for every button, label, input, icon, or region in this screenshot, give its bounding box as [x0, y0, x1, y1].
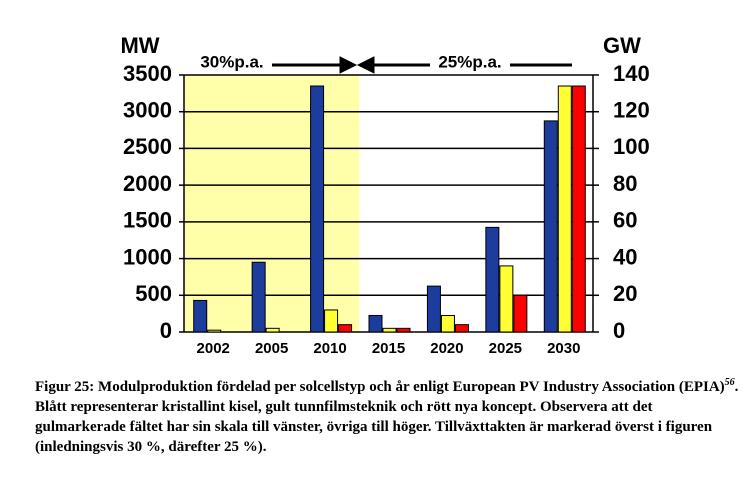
bar: [499, 265, 514, 333]
bar: [265, 327, 280, 333]
x-tick-label: 2002: [197, 340, 230, 357]
y2-axis-title: GW: [603, 33, 641, 58]
caption: Figur 25: Modulproduktion fördelad per s…: [35, 377, 745, 457]
y-tick-label: 1500: [123, 208, 172, 233]
y2-tick-label: 40: [613, 244, 637, 269]
y2-tick-label: 80: [613, 171, 637, 196]
y2-tick-label: 60: [613, 208, 637, 233]
y-tick-label: 3000: [123, 98, 172, 123]
y-tick-label: 2000: [123, 171, 172, 196]
bar: [557, 85, 572, 333]
bar: [454, 324, 469, 333]
y-tick-label: 3500: [123, 61, 172, 86]
x-tick-label: 2025: [489, 340, 522, 357]
y-axis-title: MW: [120, 33, 159, 58]
x-tick-label: 2005: [255, 340, 288, 357]
x-tick-label: 2030: [547, 340, 580, 357]
y2-tick-label: 20: [613, 281, 637, 306]
y2-tick-label: 100: [613, 134, 650, 159]
y-tick-label: 0: [160, 318, 172, 343]
y2-tick-label: 140: [613, 61, 650, 86]
bar: [382, 327, 397, 333]
chart: MW GW 30%p.a. 25%p.a. 050010001500200025…: [120, 33, 650, 357]
highlight-region: [184, 75, 360, 332]
bar: [513, 294, 528, 333]
bar: [338, 324, 353, 333]
bar: [310, 85, 325, 333]
x-tick-label: 2010: [313, 340, 346, 357]
y2-tick-label: 120: [613, 98, 650, 123]
bar: [251, 261, 266, 333]
bar: [396, 327, 411, 333]
arrows: [272, 56, 572, 74]
y-tick-label: 500: [135, 281, 172, 306]
bar: [426, 285, 441, 333]
bar: [193, 299, 208, 333]
x-tick-label: 2015: [372, 340, 405, 357]
bar: [571, 85, 586, 333]
caption-text: Figur 25: Modulproduktion fördelad per s…: [35, 379, 725, 395]
bar: [440, 314, 455, 333]
annotation: 25%p.a.: [438, 52, 501, 71]
bar: [485, 226, 500, 333]
y-tick-label: 2500: [123, 134, 172, 159]
footnote: 56: [724, 377, 735, 388]
bar: [324, 309, 339, 333]
caption-text: . Blått representerar kristallint kisel,…: [35, 379, 739, 455]
bar: [543, 120, 558, 333]
annotation: 30%p.a.: [200, 52, 263, 71]
y-tick-label: 1000: [123, 244, 172, 269]
y2-tick-label: 0: [613, 318, 625, 343]
bar: [207, 329, 222, 333]
bar: [368, 314, 383, 333]
x-tick-label: 2020: [430, 340, 463, 357]
